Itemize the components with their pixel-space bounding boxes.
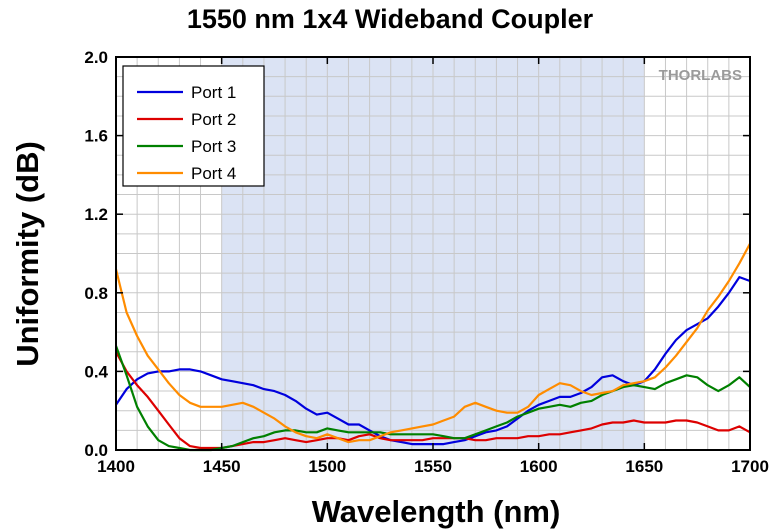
y-tick-label: 0.4 — [84, 362, 108, 381]
thorlabs-logo: THORLABS — [659, 67, 742, 84]
x-tick-label: 1450 — [203, 457, 241, 476]
legend-label: Port 4 — [191, 164, 236, 183]
series-line-port-4 — [114, 243, 751, 444]
x-axis-title: Wavelength (nm) — [312, 494, 561, 529]
x-tick-label: 1500 — [308, 457, 346, 476]
y-tick-labels: 0.0 0.4 0.8 1.2 1.6 2.0 — [84, 48, 108, 460]
y-tick-label: 1.2 — [84, 205, 108, 224]
x-tick-label: 1700 — [731, 457, 769, 476]
y-tick-label: 1.6 — [84, 127, 108, 146]
x-tick-label: 1650 — [625, 457, 663, 476]
x-tick-label: 1400 — [97, 457, 135, 476]
legend-label: Port 1 — [191, 83, 236, 102]
x-tick-labels: 1400 1450 1500 1550 1600 1650 1700 — [97, 457, 769, 476]
legend-label: Port 2 — [191, 110, 236, 129]
chart-title: 1550 nm 1x4 Wideband Coupler — [186, 4, 594, 34]
axis-ticks — [115, 56, 751, 451]
y-tick-label: 2.0 — [84, 48, 108, 67]
legend: Port 1 Port 2 Port 3 Port 4 — [122, 65, 265, 187]
legend-box — [122, 65, 265, 187]
y-tick-label: 0.8 — [84, 284, 108, 303]
x-tick-label: 1550 — [414, 457, 452, 476]
y-axis-title: Uniformity (dB) — [10, 141, 45, 367]
x-tick-label: 1600 — [520, 457, 558, 476]
y-tick-label: 0.0 — [84, 441, 108, 460]
legend-label: Port 3 — [191, 137, 236, 156]
